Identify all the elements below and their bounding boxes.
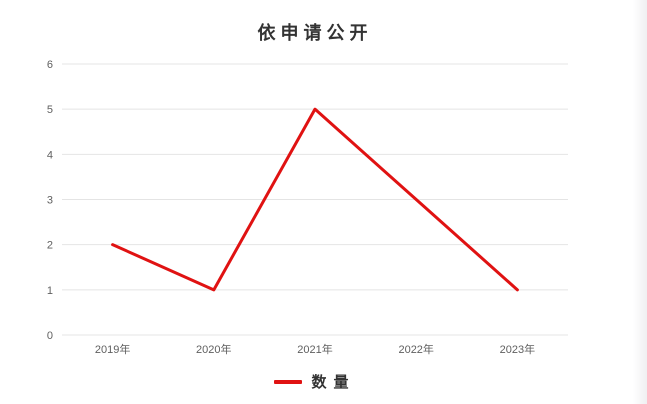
- x-axis-tick-label: 2021年: [297, 342, 332, 356]
- x-axis-tick-label: 2023年: [500, 342, 535, 356]
- y-axis-tick-label: 4: [47, 149, 53, 161]
- y-axis-tick-label: 5: [47, 104, 53, 116]
- y-axis-tick-label: 3: [47, 195, 53, 207]
- data-line-quantity: [111, 107, 519, 292]
- x-axis-tick-label: 2019年: [95, 342, 130, 356]
- y-axis-tick-label: 1: [47, 285, 53, 297]
- legend-line-swatch: [274, 379, 303, 384]
- y-axis-tick-label: 2: [47, 240, 53, 252]
- chart-legend: 数量: [62, 371, 568, 392]
- x-axis-tick-label: 2020年: [196, 342, 231, 356]
- chart-title: 依申请公开: [257, 23, 373, 44]
- y-axis-tick-label: 6: [47, 59, 53, 71]
- y-axis-tick-label: 0: [47, 330, 53, 342]
- legend-series-label: 数量: [311, 373, 356, 391]
- x-axis-tick-label: 2022年: [398, 342, 433, 356]
